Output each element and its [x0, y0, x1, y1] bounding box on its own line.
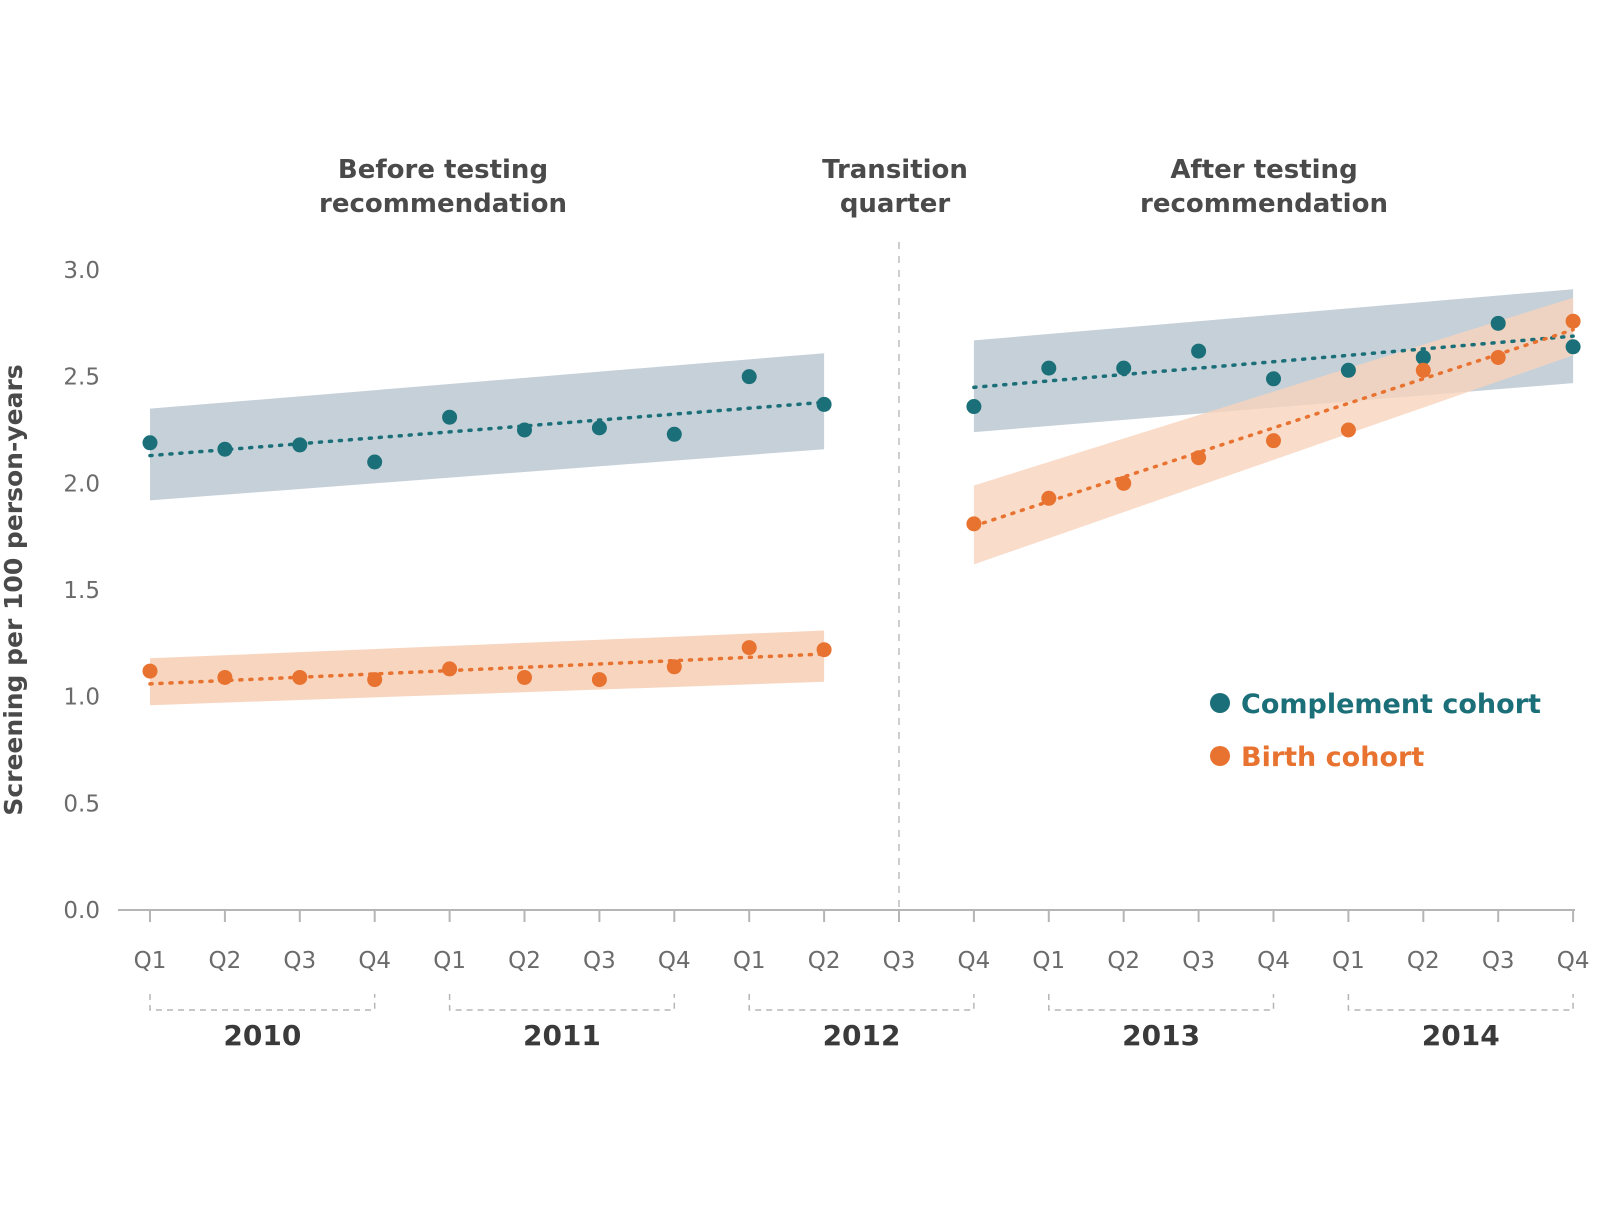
- point-birth: [1415, 362, 1431, 378]
- year-bracket: [1048, 994, 1275, 1011]
- period-transition-line1: Transition: [822, 155, 968, 185]
- x-tick-label: Q4: [358, 948, 391, 974]
- trend-complement-after: [972, 334, 1575, 390]
- point-complement: [1191, 343, 1207, 359]
- x-tick-label: Q4: [658, 948, 691, 974]
- x-tick-label: Q2: [808, 948, 841, 974]
- point-birth: [741, 640, 757, 656]
- point-birth: [966, 516, 982, 532]
- point-complement: [517, 422, 532, 438]
- point-complement: [1490, 315, 1506, 331]
- point-birth: [292, 669, 308, 685]
- point-complement: [591, 420, 607, 436]
- point-birth: [666, 659, 682, 675]
- x-tick-label: Q1: [1332, 948, 1365, 974]
- y-tick-label: 3.0: [63, 258, 100, 284]
- point-complement: [217, 441, 233, 457]
- year-label: 2011: [523, 1019, 601, 1052]
- x-tick-label: Q2: [209, 948, 242, 974]
- y-tick-label: 1.0: [63, 685, 100, 711]
- period-before-line2: recommendation: [319, 189, 567, 219]
- year-bracket: [748, 994, 975, 1011]
- x-tick-label: Q3: [283, 948, 316, 974]
- point-complement: [142, 435, 158, 451]
- y-tick-label: 2.0: [63, 471, 100, 497]
- x-tick-label: Q2: [1407, 948, 1440, 974]
- period-after-line1: After testing: [1170, 155, 1357, 185]
- point-birth: [1266, 433, 1281, 449]
- point-complement: [741, 369, 757, 385]
- y-tick-label: 0.0: [63, 898, 100, 924]
- band-birth-before: [150, 630, 825, 706]
- x-tick-label: Q3: [1182, 948, 1215, 974]
- point-complement: [1266, 371, 1281, 387]
- axes: 0.0 0.5 1.0 1.5 2.0 2.5 3.0 Q1 Q2 Q3 Q4 Q1 Q2 Q3 Q4 Q1 Q…: [63, 242, 1589, 1052]
- year-label: 2014: [1422, 1019, 1500, 1052]
- point-birth: [591, 672, 607, 688]
- x-tick-label: Q4: [958, 948, 991, 974]
- point-birth: [217, 669, 233, 685]
- x-tick-label: Q2: [508, 948, 541, 974]
- x-tick-label: Q4: [1557, 948, 1590, 974]
- point-complement: [1041, 360, 1057, 376]
- year-bracket: [149, 994, 376, 1011]
- point-birth: [1490, 349, 1506, 365]
- x-tick-label: Q3: [1482, 948, 1515, 974]
- point-birth: [517, 669, 532, 685]
- legend-complement-label: Complement cohort: [1241, 689, 1541, 720]
- point-complement: [1565, 339, 1581, 355]
- y-tick-label: 1.5: [63, 578, 100, 604]
- point-complement: [666, 426, 682, 442]
- point-birth: [1340, 422, 1356, 438]
- point-birth: [1565, 313, 1581, 329]
- point-birth: [816, 642, 832, 658]
- x-tick-label: Q4: [1257, 948, 1290, 974]
- trend-complement-before: [148, 400, 826, 458]
- point-birth: [1041, 490, 1057, 506]
- y-tick-label: 2.5: [63, 365, 100, 391]
- year-label: 2013: [1122, 1019, 1200, 1052]
- x-tick-label: Q3: [883, 948, 916, 974]
- x-tick-label: Q3: [583, 948, 616, 974]
- point-birth: [142, 663, 158, 679]
- point-complement: [367, 454, 383, 470]
- point-birth: [367, 672, 383, 688]
- point-complement: [1415, 349, 1431, 365]
- year-bracket: [1347, 994, 1574, 1011]
- legend: Complement cohort Birth cohort: [1210, 689, 1541, 773]
- x-tick-label: Q2: [1107, 948, 1140, 974]
- trend-lines: [148, 327, 1575, 686]
- data-points: [142, 313, 1581, 688]
- x-tick-label: Q1: [433, 948, 466, 974]
- year-bracket: [448, 994, 676, 1011]
- legend-complement-marker: [1210, 693, 1230, 713]
- period-before-line1: Before testing: [338, 155, 548, 185]
- period-after-line2: recommendation: [1140, 189, 1388, 219]
- point-complement: [442, 409, 458, 425]
- point-complement: [292, 437, 308, 453]
- trend-birth-before: [148, 652, 826, 686]
- year-label: 2012: [823, 1019, 901, 1052]
- point-complement: [816, 396, 832, 412]
- point-complement: [966, 399, 982, 415]
- point-birth: [1191, 450, 1207, 466]
- x-tick-label: Q1: [1032, 948, 1065, 974]
- year-label: 2010: [223, 1019, 301, 1052]
- point-complement: [1340, 362, 1356, 378]
- legend-birth-label: Birth cohort: [1241, 742, 1424, 773]
- point-birth: [1116, 475, 1132, 491]
- y-axis-label: Screening per 100 person-years: [0, 364, 28, 815]
- band-complement-before: [150, 353, 825, 501]
- y-tick-label: 0.5: [63, 791, 100, 817]
- point-birth: [442, 661, 458, 677]
- x-tick-label: Q1: [733, 948, 766, 974]
- x-tick-label: Q1: [134, 948, 167, 974]
- period-transition-line2: quarter: [840, 189, 951, 219]
- point-complement: [1116, 360, 1132, 376]
- confidence-bands: [150, 289, 1574, 706]
- legend-birth-marker: [1210, 746, 1230, 766]
